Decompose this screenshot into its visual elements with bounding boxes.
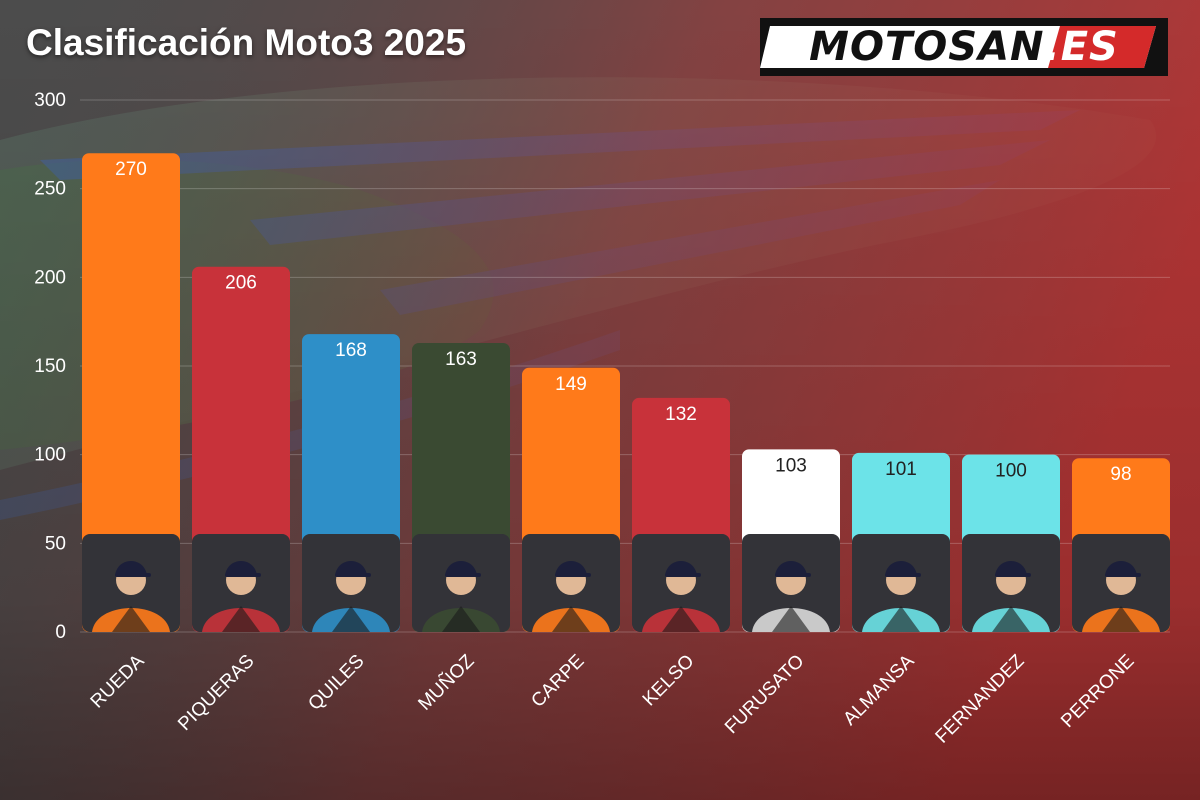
y-tick-label: 300	[34, 90, 66, 111]
rider-avatars	[82, 534, 1170, 632]
logo-wordmark: MOTOSAN .ES	[760, 18, 1168, 76]
bar-rueda	[82, 153, 180, 632]
rider-photo-icon	[852, 534, 950, 632]
logo-text-accent: .ES	[1044, 24, 1119, 70]
x-tick-label: MUÑOZ	[414, 650, 479, 715]
x-tick-label: PERRONE	[1057, 651, 1138, 732]
x-tick-label: QUILES	[304, 651, 368, 715]
y-tick-label: 0	[55, 622, 66, 643]
value-label: 206	[225, 273, 257, 294]
rider-photo-icon	[962, 534, 1060, 632]
rider-photo-icon	[522, 534, 620, 632]
rider-photo-icon	[1072, 534, 1170, 632]
rider-photo-icon	[412, 534, 510, 632]
rider-photo-icon	[742, 534, 840, 632]
rider-photo-icon	[192, 534, 290, 632]
x-tick-label: ALMANSA	[839, 650, 918, 729]
x-tick-label: PIQUERAS	[174, 651, 258, 735]
y-axis-ticks: 0 50 100 150 200 250 300	[34, 90, 66, 643]
value-label: 149	[555, 374, 587, 395]
value-label: 270	[115, 159, 147, 180]
x-tick-label: KELSO	[639, 651, 699, 711]
y-tick-label: 150	[34, 356, 66, 377]
logo-text-main: MOTOSAN	[809, 24, 1045, 70]
value-label: 98	[1110, 464, 1131, 485]
rider-photo-icon	[82, 534, 180, 632]
value-label: 103	[775, 455, 807, 476]
x-tick-label: FURUSATO	[721, 651, 809, 739]
y-tick-label: 50	[45, 533, 66, 554]
site-logo: MOTOSAN .ES	[760, 18, 1168, 76]
rider-photo-icon	[302, 534, 400, 632]
x-tick-label: RUEDA	[87, 650, 149, 712]
value-label: 132	[665, 404, 697, 425]
rider-photo-icon	[632, 534, 730, 632]
y-tick-label: 100	[34, 445, 66, 466]
x-tick-label: CARPE	[527, 651, 588, 712]
x-tick-label: FERNANDEZ	[932, 650, 1029, 747]
value-label: 100	[995, 461, 1027, 482]
value-label: 101	[885, 459, 917, 480]
x-axis-labels: RUEDA PIQUERAS QUILES MUÑOZ CARPE KELSO FURUSA…	[87, 650, 1139, 748]
y-tick-label: 250	[34, 179, 66, 200]
logo-shape	[760, 26, 1156, 68]
y-tick-label: 200	[34, 267, 66, 288]
value-labels: 270 206 168 163 149 132 103 101 100 98	[115, 159, 1131, 485]
value-label: 168	[335, 340, 367, 361]
value-label: 163	[445, 349, 477, 370]
page-title: Clasificación Moto3 2025	[26, 22, 467, 63]
